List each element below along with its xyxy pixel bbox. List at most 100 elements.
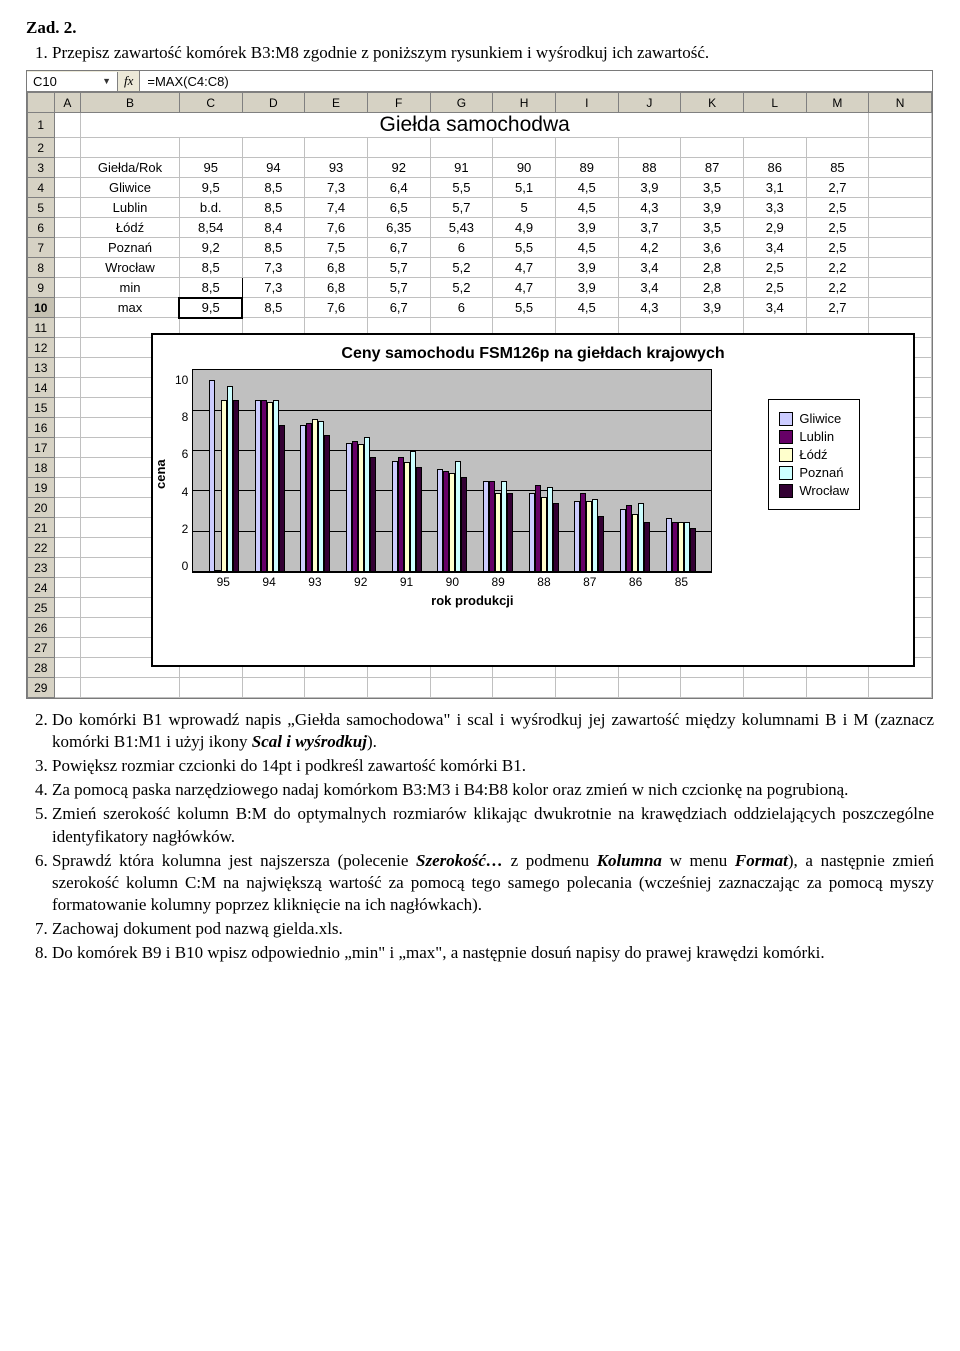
col-header[interactable]: B bbox=[81, 93, 180, 113]
cell[interactable]: 5,2 bbox=[430, 258, 493, 278]
cell[interactable] bbox=[743, 138, 806, 158]
cell[interactable] bbox=[681, 138, 744, 158]
cell[interactable]: 3,4 bbox=[743, 238, 806, 258]
cell[interactable]: 4,7 bbox=[493, 258, 556, 278]
cell[interactable]: 8,5 bbox=[242, 198, 305, 218]
cell[interactable]: 6,8 bbox=[305, 258, 368, 278]
cell[interactable]: 5,5 bbox=[493, 238, 556, 258]
row-header[interactable]: 29 bbox=[28, 678, 55, 698]
cell[interactable] bbox=[54, 638, 81, 658]
fx-icon[interactable]: fx bbox=[118, 71, 140, 91]
cell[interactable] bbox=[81, 138, 180, 158]
cell[interactable]: 2,5 bbox=[743, 278, 806, 298]
cell[interactable] bbox=[493, 138, 556, 158]
cell[interactable]: 5,7 bbox=[367, 258, 430, 278]
cell[interactable] bbox=[54, 398, 81, 418]
cell[interactable]: 6 bbox=[430, 298, 493, 318]
cell[interactable]: 5,1 bbox=[493, 178, 556, 198]
row-header[interactable]: 6 bbox=[28, 218, 55, 238]
cell[interactable]: 6,7 bbox=[367, 238, 430, 258]
cell[interactable] bbox=[618, 678, 681, 698]
cell[interactable]: Giełda/Rok bbox=[81, 158, 180, 178]
row-header[interactable]: 11 bbox=[28, 318, 55, 338]
cell[interactable] bbox=[367, 678, 430, 698]
cell[interactable]: Łódź bbox=[81, 218, 180, 238]
cell[interactable]: 5,2 bbox=[430, 278, 493, 298]
cell[interactable] bbox=[806, 138, 869, 158]
cell[interactable]: 4,5 bbox=[555, 238, 618, 258]
cell[interactable]: 2,8 bbox=[681, 278, 744, 298]
cell[interactable] bbox=[54, 678, 81, 698]
row-header[interactable]: 17 bbox=[28, 438, 55, 458]
row-header[interactable]: 10 bbox=[28, 298, 55, 318]
cell[interactable]: 9,5 bbox=[179, 178, 242, 198]
row-header[interactable]: 21 bbox=[28, 518, 55, 538]
cell[interactable]: Wrocław bbox=[81, 258, 180, 278]
cell[interactable] bbox=[54, 538, 81, 558]
cell[interactable]: 89 bbox=[555, 158, 618, 178]
row-header[interactable]: 27 bbox=[28, 638, 55, 658]
cell[interactable] bbox=[555, 678, 618, 698]
cell[interactable] bbox=[54, 518, 81, 538]
cell[interactable]: 4,5 bbox=[555, 178, 618, 198]
cell[interactable]: 3,3 bbox=[743, 198, 806, 218]
cell[interactable]: 4,3 bbox=[618, 298, 681, 318]
cell[interactable]: 3,9 bbox=[555, 278, 618, 298]
cell[interactable] bbox=[681, 678, 744, 698]
cell[interactable]: 2,9 bbox=[743, 218, 806, 238]
cell[interactable]: min bbox=[81, 278, 180, 298]
col-header[interactable]: H bbox=[493, 93, 556, 113]
cell[interactable]: 6 bbox=[430, 238, 493, 258]
cell[interactable]: 3,6 bbox=[681, 238, 744, 258]
cell[interactable] bbox=[869, 138, 932, 158]
cell[interactable]: 4,9 bbox=[493, 218, 556, 238]
cell[interactable] bbox=[54, 318, 81, 338]
cell[interactable] bbox=[555, 138, 618, 158]
cell[interactable]: 93 bbox=[305, 158, 368, 178]
cell[interactable] bbox=[242, 678, 305, 698]
cell[interactable]: 3,1 bbox=[743, 178, 806, 198]
cell[interactable]: 9,2 bbox=[179, 238, 242, 258]
cell[interactable]: 2,5 bbox=[806, 238, 869, 258]
cell[interactable]: 5,5 bbox=[493, 298, 556, 318]
cell[interactable] bbox=[54, 598, 81, 618]
cell[interactable]: 5,5 bbox=[430, 178, 493, 198]
cell[interactable]: 2,5 bbox=[806, 218, 869, 238]
cell[interactable]: 90 bbox=[493, 158, 556, 178]
row-header[interactable]: 13 bbox=[28, 358, 55, 378]
cell[interactable]: 2,2 bbox=[806, 278, 869, 298]
row-header[interactable]: 19 bbox=[28, 478, 55, 498]
cell[interactable]: 92 bbox=[367, 158, 430, 178]
col-header[interactable]: J bbox=[618, 93, 681, 113]
cell[interactable]: 3,9 bbox=[555, 218, 618, 238]
cell[interactable] bbox=[54, 113, 81, 138]
cell[interactable]: 4,5 bbox=[555, 298, 618, 318]
cell[interactable]: 7,4 bbox=[305, 198, 368, 218]
cell[interactable] bbox=[743, 678, 806, 698]
cell[interactable]: 8,54 bbox=[179, 218, 242, 238]
name-box[interactable]: C10▼ bbox=[27, 72, 118, 91]
cell[interactable] bbox=[54, 358, 81, 378]
row-header[interactable]: 8 bbox=[28, 258, 55, 278]
row-header[interactable]: 12 bbox=[28, 338, 55, 358]
cell[interactable]: 3,7 bbox=[618, 218, 681, 238]
cell[interactable]: Poznań bbox=[81, 238, 180, 258]
cell[interactable] bbox=[869, 113, 932, 138]
col-header[interactable]: L bbox=[743, 93, 806, 113]
row-header[interactable]: 14 bbox=[28, 378, 55, 398]
cell[interactable] bbox=[618, 138, 681, 158]
cell[interactable]: 3,5 bbox=[681, 218, 744, 238]
cell[interactable]: 8,5 bbox=[179, 258, 242, 278]
row-header[interactable]: 26 bbox=[28, 618, 55, 638]
cell[interactable]: Lublin bbox=[81, 198, 180, 218]
cell[interactable]: 7,5 bbox=[305, 238, 368, 258]
cell[interactable] bbox=[54, 138, 81, 158]
cell[interactable] bbox=[430, 138, 493, 158]
cell[interactable]: 9,5 bbox=[179, 298, 242, 318]
cell[interactable]: max bbox=[81, 298, 180, 318]
cell[interactable]: 6,4 bbox=[367, 178, 430, 198]
cell[interactable]: 2,5 bbox=[743, 258, 806, 278]
cell[interactable]: 3,4 bbox=[618, 278, 681, 298]
cell[interactable] bbox=[54, 438, 81, 458]
cell[interactable]: 5,7 bbox=[430, 198, 493, 218]
